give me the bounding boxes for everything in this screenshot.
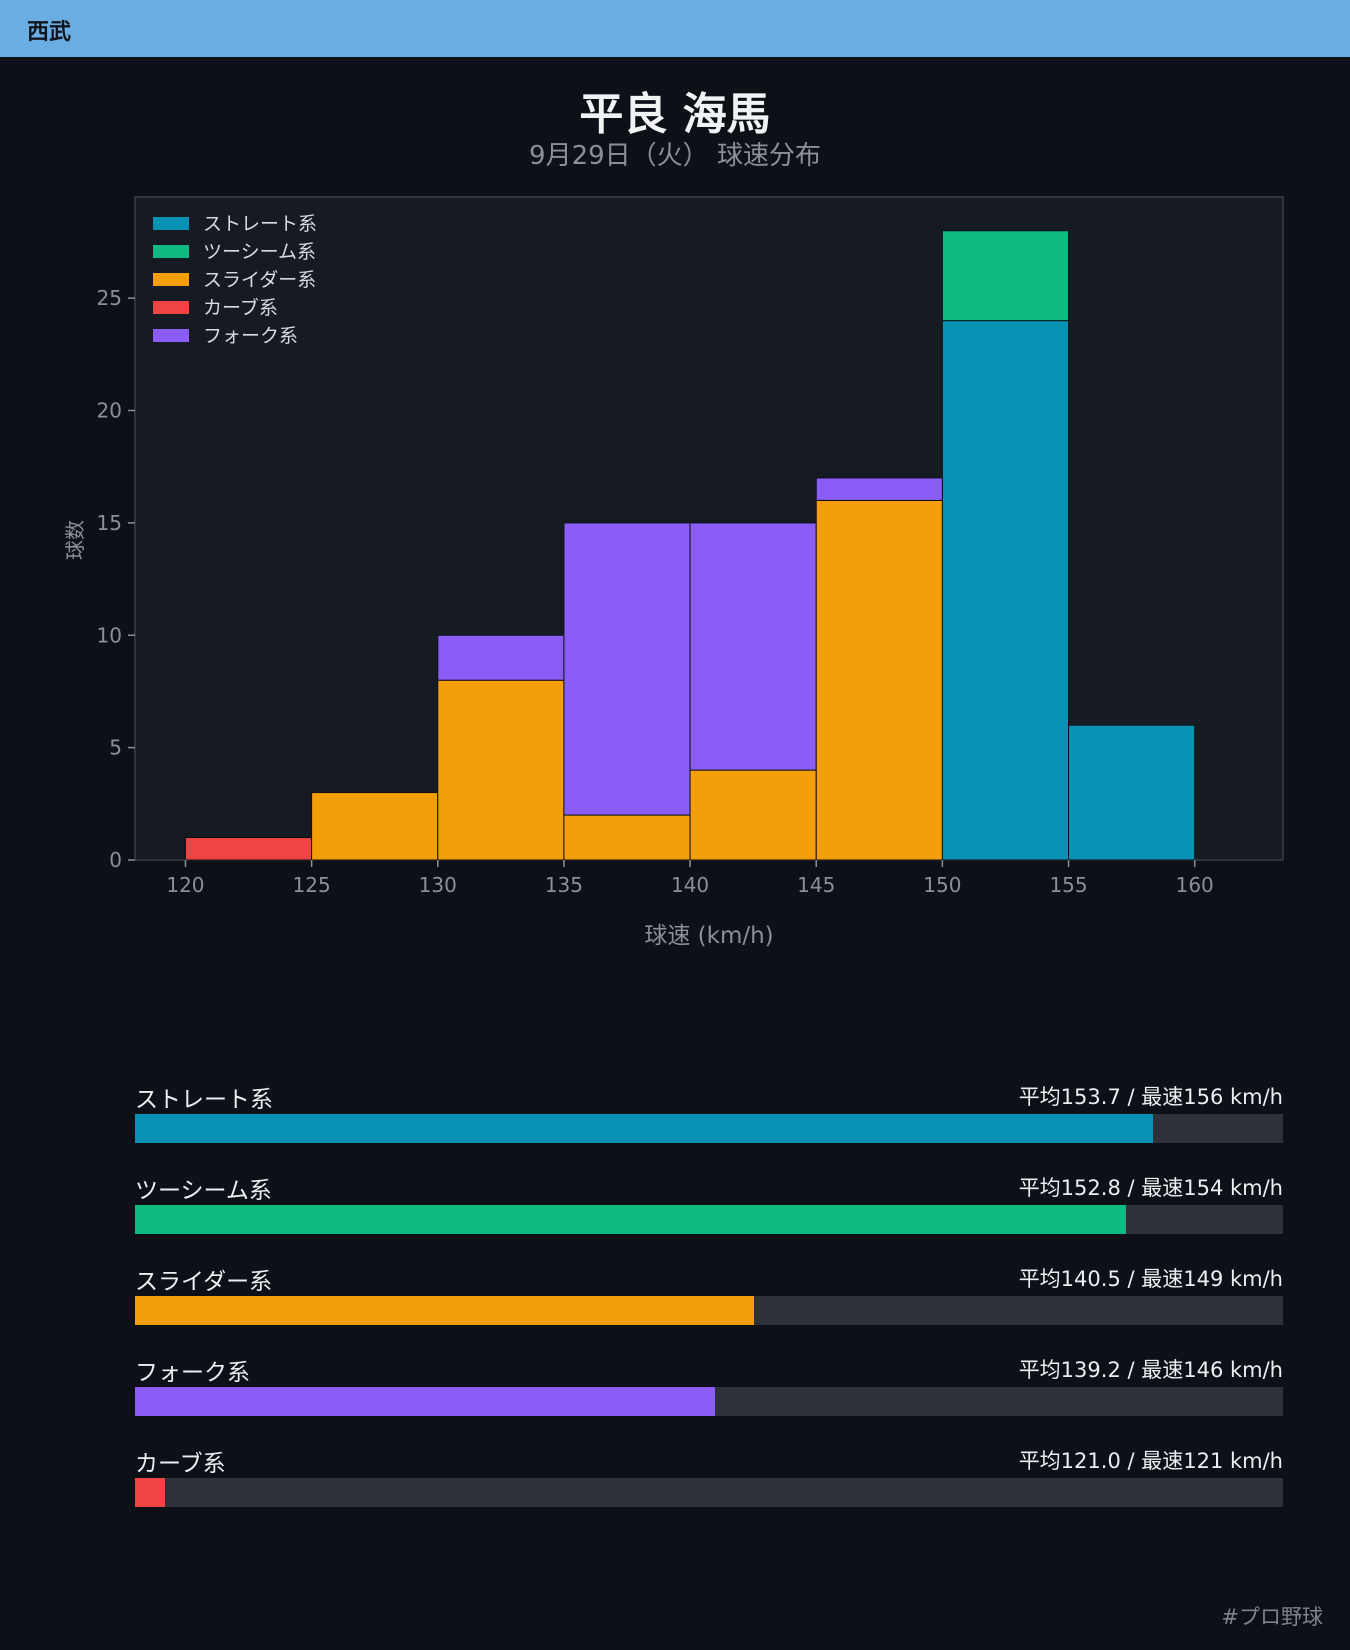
y-tick-label: 0 [109,848,122,872]
stat-bar-track [135,1296,1283,1325]
histogram-bar [563,522,691,816]
histogram-bar [437,679,565,861]
stat-label: スライダー系 [135,1269,273,1295]
velocity-histogram: 120 125 130 135 140 145 150 155 160 0 5 10 15 20 25 スト… [63,196,1284,949]
legend-label: スライダー系 [203,269,316,291]
y-tick-label: 25 [97,286,122,310]
x-tick-label: 130 [419,873,457,897]
hashtag: #プロ野球 [1221,1605,1323,1629]
stat-row: ツーシーム系 平均152.8 / 最速154 km/h [135,1167,1283,1258]
legend-swatch [153,301,189,314]
x-tick-label: 155 [1049,873,1087,897]
stat-bar-fill [135,1296,755,1325]
histogram-bar [184,837,313,861]
stat-bar-track [135,1387,1283,1416]
histogram-bar [689,522,817,771]
stat-value: 平均140.5 / 最速149 km/h [1018,1267,1283,1291]
stat-value: 平均139.2 / 最速146 km/h [1018,1358,1283,1382]
team-header-bar: 西武 [0,0,1350,57]
stat-label: フォーク系 [135,1360,250,1386]
stat-value: 平均153.7 / 最速156 km/h [1018,1085,1283,1109]
y-axis-label: 球数 [63,520,87,560]
y-tick-label: 5 [109,736,122,760]
stat-label: カーブ系 [135,1451,226,1477]
x-tick-label: 150 [923,873,961,897]
stat-row: フォーク系 平均139.2 / 最速146 km/h [135,1349,1283,1440]
legend-swatch [153,329,189,342]
x-axis-label: 球速 (km/h) [644,923,773,949]
legend-swatch [153,273,189,286]
histogram-bar [941,320,1070,861]
stat-bar-track [135,1478,1283,1507]
legend-swatch [153,217,189,230]
stat-bar-track [135,1114,1283,1143]
stat-row: スライダー系 平均140.5 / 最速149 km/h [135,1258,1283,1349]
axes-layer: 120 125 130 135 140 145 150 155 160 0 5 10 15 20 25 [97,286,1214,897]
stat-value: 平均121.0 / 最速121 km/h [1018,1449,1283,1473]
stat-row: カーブ系 平均121.0 / 最速121 km/h [135,1440,1283,1531]
pitch-stats: ストレート系 平均153.7 / 最速156 km/h ツーシーム系 平均152… [135,1076,1283,1531]
x-tick-label: 140 [671,873,709,897]
stat-bar-fill [135,1114,1154,1143]
y-tick-label: 10 [97,623,122,647]
x-tick-label: 135 [545,873,583,897]
histogram-bar [1068,724,1196,861]
x-tick-label: 120 [166,873,204,897]
histogram-bar [311,792,439,861]
legend-label: フォーク系 [203,325,298,347]
y-tick-label: 20 [97,399,122,423]
x-tick-label: 160 [1176,873,1214,897]
histogram-bar [689,769,817,861]
x-tick-label: 145 [797,873,835,897]
bars-layer [184,230,1196,861]
y-tick-label: 15 [97,511,122,535]
histogram-bar [941,230,1070,322]
chart-subtitle: 9月29日（火） 球速分布 [529,141,821,171]
x-tick-label: 125 [293,873,331,897]
stat-label: ツーシーム系 [135,1178,272,1204]
legend-label: ストレート系 [203,213,317,235]
histogram-bar [815,499,943,861]
stat-bar-fill [135,1387,716,1416]
legend-label: カーブ系 [203,296,278,319]
stat-label: ストレート系 [135,1087,273,1113]
stat-bar-track [135,1205,1283,1234]
histogram-bar [815,477,943,501]
stat-value: 平均152.8 / 最速154 km/h [1018,1176,1283,1200]
pitcher-name: 平良 海馬 [579,89,771,140]
legend-swatch [153,245,189,258]
stat-row: ストレート系 平均153.7 / 最速156 km/h [135,1076,1283,1167]
legend-label: ツーシーム系 [203,241,316,263]
stat-bar-fill [135,1478,166,1507]
team-name: 西武 [27,20,72,45]
stat-bar-fill [135,1205,1126,1234]
histogram-bar [437,634,565,681]
histogram-bar [563,814,691,861]
